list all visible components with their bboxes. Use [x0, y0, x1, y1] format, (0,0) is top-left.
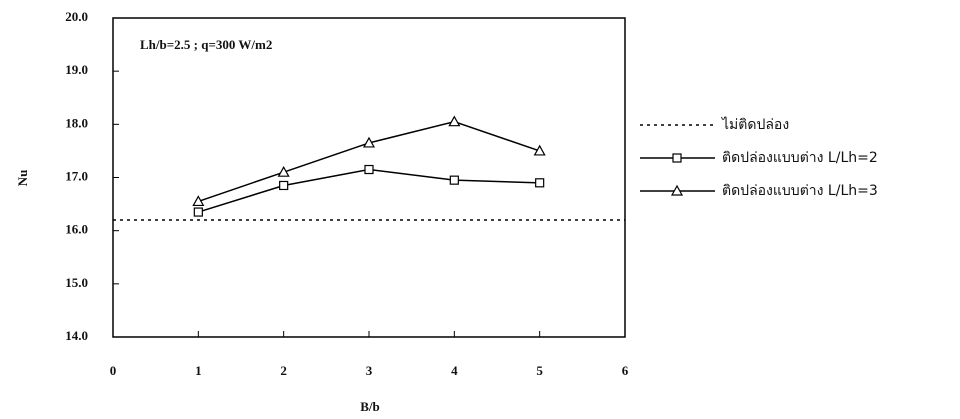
legend-label: ไม่ติดปล่อง	[721, 116, 789, 133]
y-tick-label: 18.0	[65, 115, 88, 130]
x-axis-label: B/b	[360, 399, 380, 414]
y-tick-label: 20.0	[65, 9, 88, 24]
plot-frame	[113, 18, 625, 337]
x-tick-label: 6	[622, 363, 629, 378]
legend-marker	[673, 154, 681, 162]
marker	[450, 176, 458, 184]
chart: Lh/b=2.5 ; q=300 W/m2 B/b Nu 14.0 15.0 16.…	[0, 0, 960, 419]
x-tick-label: 4	[451, 363, 458, 378]
annotation: Lh/b=2.5 ; q=300 W/m2	[140, 37, 272, 52]
page: {"chart_data": {"type": "line", "annotat…	[0, 0, 960, 419]
x-tick-label: 3	[366, 363, 373, 378]
y-tick-label: 17.0	[65, 168, 88, 183]
x-tick-label: 2	[280, 363, 287, 378]
marker	[280, 181, 288, 189]
series-line	[198, 170, 539, 213]
legend-label: ติดปล่องแบบต่าง L/Lh=2	[722, 150, 878, 166]
y-tick-label: 19.0	[65, 62, 88, 77]
y-tick-label: 14.0	[65, 328, 88, 343]
y-tick-label: 16.0	[65, 222, 88, 237]
legend-label: ติดปล่องแบบต่าง L/Lh=3	[722, 183, 878, 199]
x-tick-label: 5	[536, 363, 543, 378]
x-tick-label: 1	[195, 363, 202, 378]
marker	[365, 166, 373, 174]
marker	[194, 208, 202, 216]
marker	[449, 117, 459, 126]
y-tick-label: 15.0	[65, 275, 88, 290]
y-axis-label: Nu	[15, 170, 30, 187]
series-line	[198, 122, 539, 202]
x-tick-label: 0	[110, 363, 117, 378]
marker	[536, 179, 544, 187]
